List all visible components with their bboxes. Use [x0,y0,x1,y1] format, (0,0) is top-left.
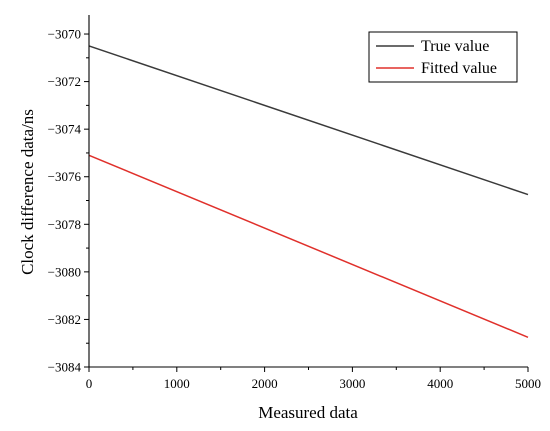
y-tick-label: −3076 [48,169,82,184]
y-tick-label: −3074 [48,122,82,137]
legend-label: True value [421,38,489,55]
y-axis: −3084 −3082 −3080 −3078 −3076 −3074 −3072 −3070 [48,15,90,375]
y-tick-label: −3078 [48,217,81,232]
x-axis: 0 1000 2000 3000 4000 5000 [86,366,541,391]
x-tick-label: 1000 [164,376,190,391]
x-tick-label: 5000 [515,376,541,391]
x-axis-title: Measured data [258,403,358,422]
y-tick-label: −3070 [48,27,81,42]
plot-area [88,45,529,338]
legend-label: Fitted value [421,60,497,77]
x-tick-label: 0 [86,376,93,391]
x-tick-label: 3000 [339,376,365,391]
legend-box [368,31,518,83]
x-tick-label: 2000 [252,376,278,391]
series-line-1 [88,154,529,338]
x-tick-label: 4000 [427,376,453,391]
y-tick-label: −3072 [48,74,81,89]
y-axis-title: Clock difference data/ns [18,109,37,275]
legend: True value Fitted value [368,31,518,83]
series-line-0 [88,45,529,196]
y-tick-label: −3080 [48,264,81,279]
y-tick-label: −3082 [48,312,81,327]
y-tick-label: −3084 [48,360,82,375]
